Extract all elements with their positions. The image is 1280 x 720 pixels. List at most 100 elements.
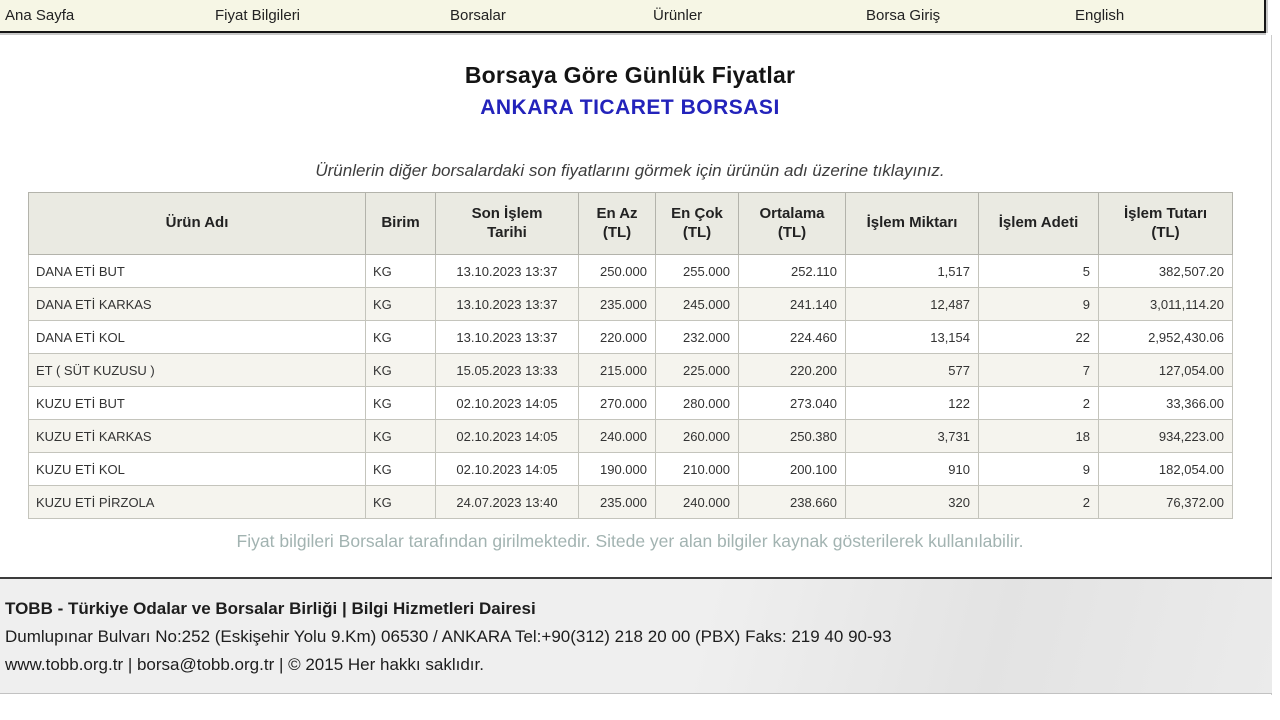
daily-prices-table: Ürün Adı Birim Son İşlem Tarihi En Az (TL) E… — [28, 192, 1233, 519]
table-row: KUZU ETİ BUT KG 02.10.2023 14:05 270.000 280… — [28, 386, 1233, 420]
table-row: ET ( SÜT KUZUSU ) KG 15.05.2023 13:33 215.0… — [28, 353, 1233, 387]
table-cell: 382,507.20 — [1098, 254, 1233, 288]
table-cell: 225.000 — [655, 353, 739, 387]
table-cell: 9 — [978, 287, 1099, 321]
table-cell: 76,372.00 — [1098, 485, 1233, 519]
table-cell: 245.000 — [655, 287, 739, 321]
table-cell: 7 — [978, 353, 1099, 387]
table-cell: 270.000 — [578, 386, 656, 420]
product-name-link[interactable]: DANA ETİ KOL — [28, 320, 366, 354]
table-cell: 224.460 — [738, 320, 846, 354]
table-cell: 190.000 — [578, 452, 656, 486]
footer: TOBB - Türkiye Odalar ve Borsalar Birliğ… — [0, 579, 1272, 694]
nav-item-borsa-giri-[interactable]: Borsa Giriş — [866, 7, 941, 24]
table-cell: 15.05.2023 13:33 — [435, 353, 579, 387]
table-row: DANA ETİ KOL KG 13.10.2023 13:37 220.000 232… — [28, 320, 1233, 354]
instruction-text: Ürünlerin diğer borsalardaki son fiyatla… — [315, 161, 945, 180]
table-header: Ürün Adı Birim Son İşlem Tarihi En Az (TL) E… — [28, 192, 1233, 255]
table-cell: 210.000 — [655, 452, 739, 486]
nav-item-english[interactable]: English — [1075, 7, 1125, 24]
table-cell: 22 — [978, 320, 1099, 354]
table-cell: 2 — [978, 485, 1099, 519]
footer-organization: TOBB - Türkiye Odalar ve Borsalar Birliğ… — [5, 599, 536, 618]
footer-copyright: www.tobb.org.tr | borsa@tobb.org.tr | © … — [5, 655, 484, 674]
table-row: DANA ETİ KARKAS KG 13.10.2023 13:37 235.000… — [28, 287, 1233, 321]
table-cell: KG — [365, 353, 436, 387]
product-name-link[interactable]: KUZU ETİ PİRZOLA — [28, 485, 366, 519]
table-cell: 240.000 — [655, 485, 739, 519]
table-cell: 577 — [845, 353, 979, 387]
title-block: Borsaya Göre Günlük Fiyatlar ANKARA TICA… — [0, 62, 1260, 120]
column-header: En Çok (TL) — [655, 192, 739, 255]
product-name-link[interactable]: KUZU ETİ KARKAS — [28, 419, 366, 453]
table-cell: 9 — [978, 452, 1099, 486]
exchange-name-subtitle: ANKARA TICARET BORSASI — [480, 96, 780, 119]
table-cell: 02.10.2023 14:05 — [435, 419, 579, 453]
table-cell: 273.040 — [738, 386, 846, 420]
table-cell: 220.000 — [578, 320, 656, 354]
table-cell: 13.10.2023 13:37 — [435, 287, 579, 321]
nav-item-borsalar[interactable]: Borsalar — [450, 7, 506, 24]
page-title: Borsaya Göre Günlük Fiyatlar — [464, 62, 796, 88]
table-cell: 235.000 — [578, 485, 656, 519]
table-cell: 1,517 — [845, 254, 979, 288]
table-cell: 3,011,114.20 — [1098, 287, 1233, 321]
table-cell: 2 — [978, 386, 1099, 420]
table-cell: 18 — [978, 419, 1099, 453]
content-right-border — [1271, 35, 1272, 695]
table-cell: 2,952,430.06 — [1098, 320, 1233, 354]
product-name-link[interactable]: DANA ETİ BUT — [28, 254, 366, 288]
table-cell: 182,054.00 — [1098, 452, 1233, 486]
table-cell: 33,366.00 — [1098, 386, 1233, 420]
table-cell: 02.10.2023 14:05 — [435, 386, 579, 420]
table-cell: 200.100 — [738, 452, 846, 486]
column-header: Ortalama (TL) — [738, 192, 846, 255]
product-name-link[interactable]: KUZU ETİ KOL — [28, 452, 366, 486]
table-row: KUZU ETİ PİRZOLA KG 24.07.2023 13:40 235.00… — [28, 485, 1233, 519]
footer-divider — [0, 577, 1272, 579]
table-cell: 13.10.2023 13:37 — [435, 254, 579, 288]
table-row: DANA ETİ BUT KG 13.10.2023 13:37 250.000 255… — [28, 254, 1233, 288]
table-cell: KG — [365, 419, 436, 453]
table-row: KUZU ETİ KARKAS KG 02.10.2023 14:05 240.000… — [28, 419, 1233, 453]
table-cell: 320 — [845, 485, 979, 519]
column-header: Ürün Adı — [28, 192, 366, 255]
table-cell: 934,223.00 — [1098, 419, 1233, 453]
table-cell: 3,731 — [845, 419, 979, 453]
column-header: İşlem Miktarı — [845, 192, 979, 255]
table-cell: 250.380 — [738, 419, 846, 453]
table-cell: 252.110 — [738, 254, 846, 288]
table-cell: 255.000 — [655, 254, 739, 288]
table-cell: 260.000 — [655, 419, 739, 453]
table-cell: 127,054.00 — [1098, 353, 1233, 387]
product-name-link[interactable]: KUZU ETİ BUT — [28, 386, 366, 420]
table-cell: 02.10.2023 14:05 — [435, 452, 579, 486]
column-header: İşlem Adeti — [978, 192, 1099, 255]
data-source-note: Fiyat bilgileri Borsalar tarafından giri… — [236, 531, 1024, 551]
table-cell: KG — [365, 386, 436, 420]
nav-item-ana-sayfa[interactable]: Ana Sayfa — [5, 7, 75, 24]
table-cell: 240.000 — [578, 419, 656, 453]
table-cell: 12,487 — [845, 287, 979, 321]
column-header: İşlem Tutarı (TL) — [1098, 192, 1233, 255]
table-cell: KG — [365, 254, 436, 288]
table-cell: KG — [365, 452, 436, 486]
table-cell: 220.200 — [738, 353, 846, 387]
product-name-link[interactable]: ET ( SÜT KUZUSU ) — [28, 353, 366, 387]
product-name-link[interactable]: DANA ETİ KARKAS — [28, 287, 366, 321]
table-row: KUZU ETİ KOL KG 02.10.2023 14:05 190.000 210… — [28, 452, 1233, 486]
footer-address: Dumlupınar Bulvarı No:252 (Eskişehir Yol… — [5, 627, 892, 646]
nav-item--r-nler[interactable]: Ürünler — [653, 7, 703, 24]
table-cell: 232.000 — [655, 320, 739, 354]
table-cell: 5 — [978, 254, 1099, 288]
table-cell: 280.000 — [655, 386, 739, 420]
table-cell: KG — [365, 485, 436, 519]
table-cell: KG — [365, 287, 436, 321]
nav-item-fiyat-bilgileri[interactable]: Fiyat Bilgileri — [215, 7, 301, 24]
table-cell: KG — [365, 320, 436, 354]
column-header: Birim — [365, 192, 436, 255]
table-cell: 24.07.2023 13:40 — [435, 485, 579, 519]
column-header: En Az (TL) — [578, 192, 656, 255]
table-cell: 910 — [845, 452, 979, 486]
